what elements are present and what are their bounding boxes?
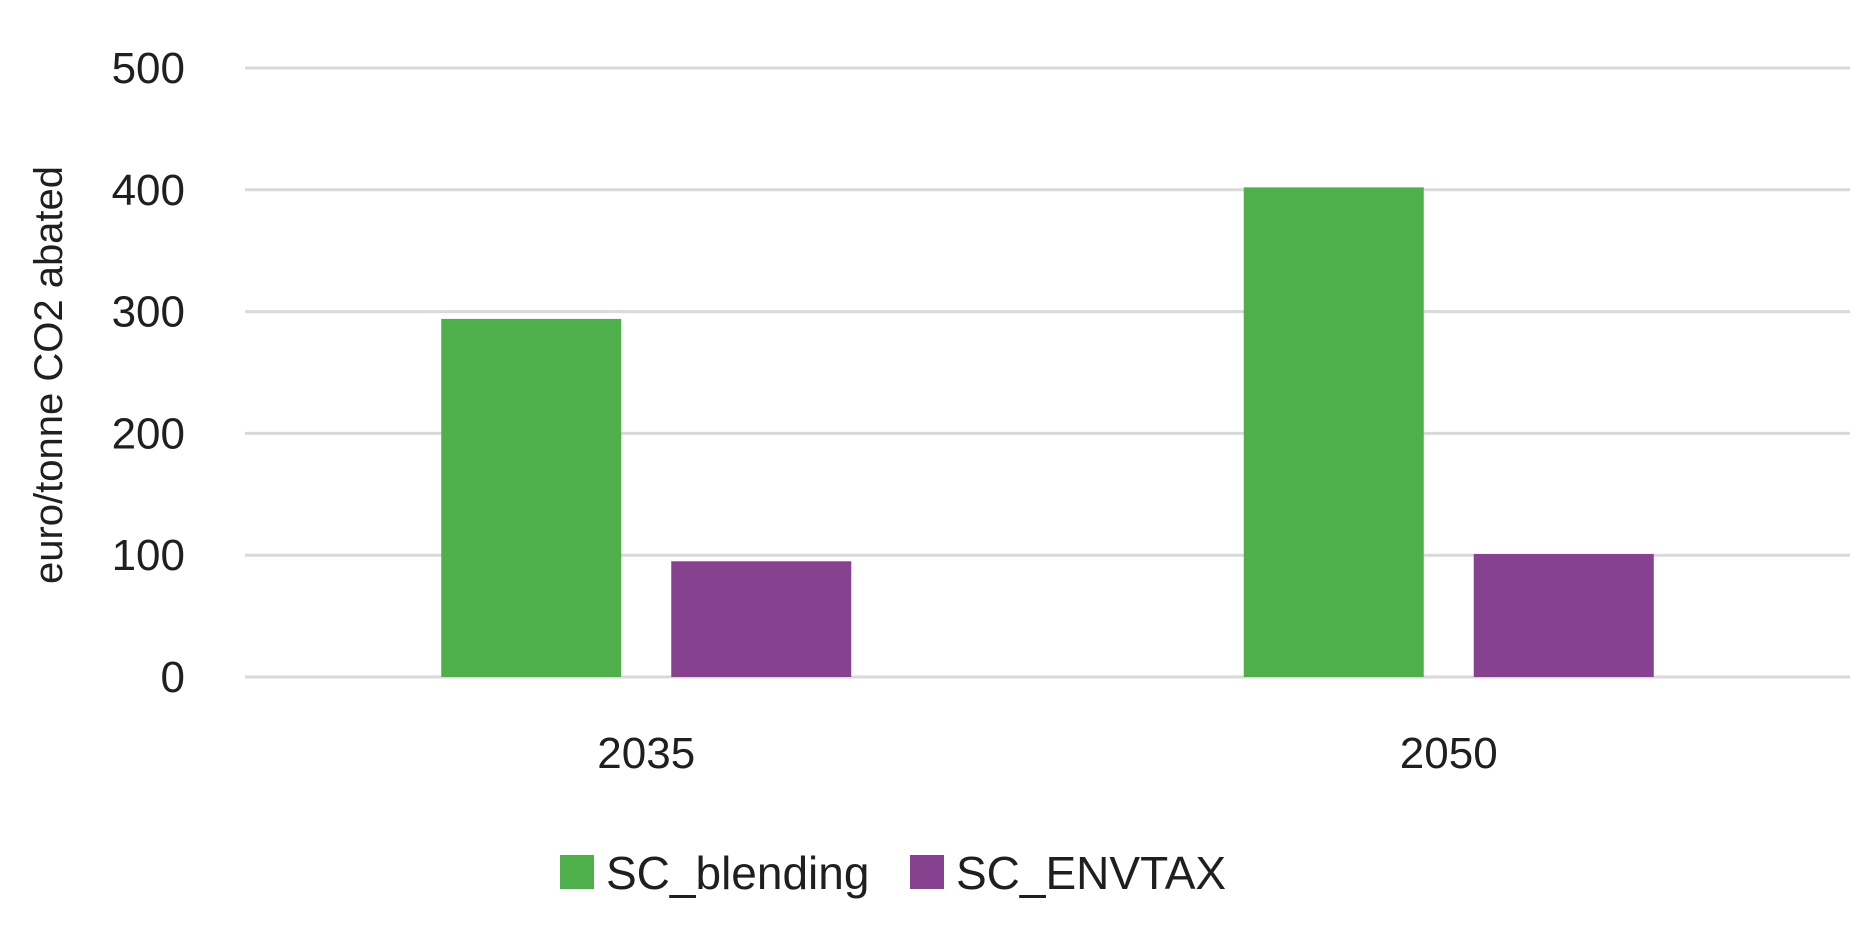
- bar-SC_ENVTAX-2050: [1473, 553, 1654, 677]
- bars: [441, 187, 1654, 677]
- legend: SC_blending SC_ENVTAX: [560, 847, 1226, 899]
- y-tick-label-0: 0: [161, 653, 185, 702]
- legend-item-SC_ENVTAX: SC_ENVTAX: [910, 847, 1226, 899]
- x-axis-category-labels: 2035 2050: [597, 729, 1497, 778]
- y-axis-title: euro/tonne CO2 abated: [27, 166, 71, 584]
- legend-swatch-SC_ENVTAX: [910, 855, 944, 889]
- y-tick-label-500: 500: [112, 44, 185, 93]
- bar-SC_blending-2035: [441, 318, 622, 677]
- bar-SC_ENVTAX-2035: [671, 561, 852, 677]
- bar-SC_blending-2050: [1243, 187, 1424, 677]
- x-category-label-2035: 2035: [597, 729, 695, 778]
- x-category-label-2050: 2050: [1400, 729, 1498, 778]
- y-tick-label-200: 200: [112, 409, 185, 458]
- legend-label-SC_blending: SC_blending: [606, 847, 869, 899]
- legend-label-SC_ENVTAX: SC_ENVTAX: [956, 847, 1226, 899]
- legend-swatch-SC_blending: [560, 855, 594, 889]
- y-tick-label-300: 300: [112, 288, 185, 337]
- y-axis-tick-labels: 0 100 200 300 400 500: [112, 44, 185, 702]
- y-tick-label-400: 400: [112, 166, 185, 215]
- legend-item-SC_blending: SC_blending: [560, 847, 869, 899]
- y-tick-label-100: 100: [112, 531, 185, 580]
